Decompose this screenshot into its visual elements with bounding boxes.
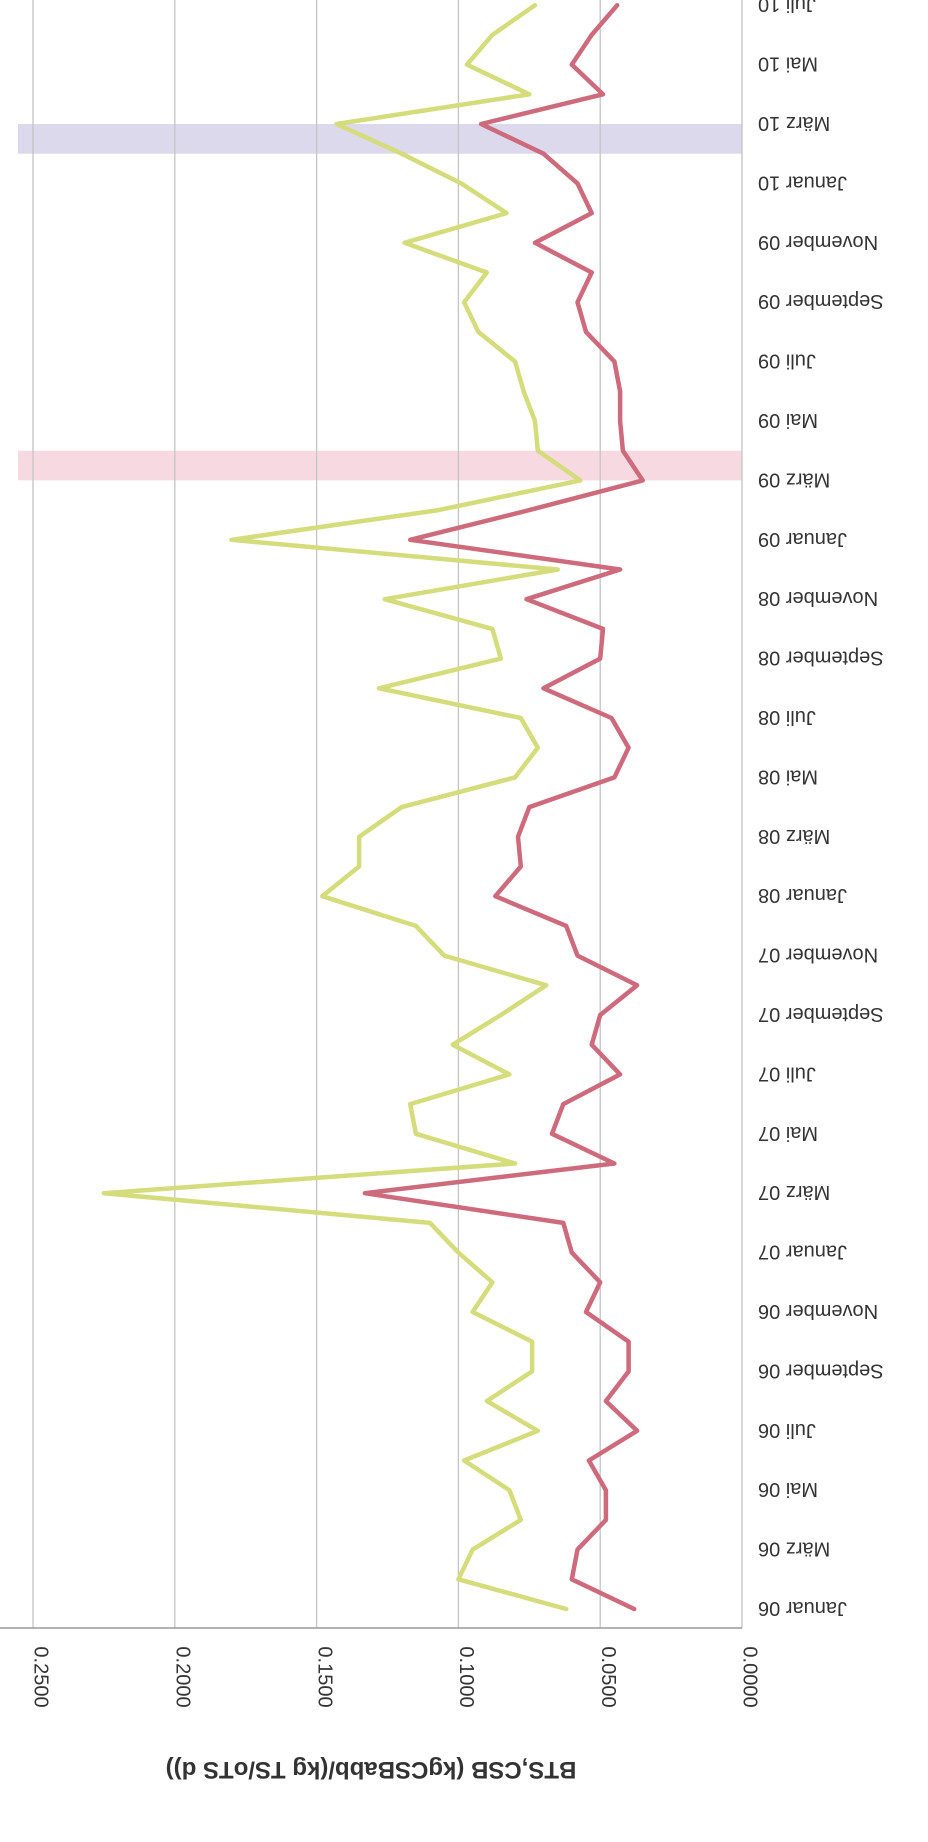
y-axis-label: BTS,CSB (kgCSBabb/(kg TS/oTS d)): [166, 1756, 577, 1783]
plot-area: 0.0000 0.0500 0.1000 0.1500 0.2000 0.2500 Jan…: [0, 0, 884, 1783]
x-tick-label-märz-06: März 06: [758, 1538, 830, 1560]
x-tick-label-januar-09: Januar 09: [758, 528, 847, 550]
y-tick-labels: 0.0000 0.0500 0.1000 0.1500 0.2000 0.2500: [30, 1646, 761, 1707]
x-tick-label-november-09: November 09: [758, 231, 878, 253]
x-tick-label-märz-08: März 08: [758, 825, 830, 847]
x-tick-label-september-08: September 08: [758, 647, 884, 669]
y-tick-label-1: 0.0500: [597, 1646, 619, 1707]
x-tick-label-märz-10: März 10: [758, 112, 830, 134]
x-tick-label-juli-06: Juli 06: [758, 1419, 816, 1441]
x-tick-label-september-07: September 07: [758, 1003, 884, 1025]
y-tick-label-3: 0.1500: [313, 1646, 335, 1707]
x-tick-label-märz-07: März 07: [758, 1181, 830, 1203]
y-tick-label-4: 0.2000: [172, 1646, 194, 1707]
gridlines: [32, 0, 743, 1628]
x-tick-label-januar-07: Januar 07: [758, 1241, 847, 1263]
x-tick-label-mai-08: Mai 08: [758, 765, 818, 787]
series-lines: [101, 2, 645, 1612]
x-tick-label-september-09: September 09: [758, 290, 884, 312]
x-tick-label-juli-10: Juli 10: [758, 0, 816, 15]
series-line-1: [101, 2, 583, 1612]
y-tick-label-2: 0.1000: [455, 1646, 477, 1707]
x-tick-label-mai-09: Mai 09: [758, 409, 818, 431]
series-line-2: [362, 2, 645, 1612]
highlight-bands: [18, 124, 742, 481]
x-tick-label-mai-10: Mai 10: [758, 53, 818, 75]
x-tick-label-november-08: November 08: [758, 587, 878, 609]
y-tick-label-5: 0.2500: [30, 1646, 52, 1707]
x-tick-label-juli-07: Juli 07: [758, 1062, 816, 1084]
x-tick-label-november-07: November 07: [758, 944, 878, 966]
x-tick-label-september-06: September 06: [758, 1359, 884, 1381]
x-tick-label-november-06: November 06: [758, 1300, 878, 1322]
x-tick-label-juli-09: Juli 09: [758, 350, 816, 372]
x-tick-label-juli-08: Juli 08: [758, 706, 816, 728]
x-tick-label-mai-07: Mai 07: [758, 1122, 818, 1144]
x-tick-label-januar-08: Januar 08: [758, 884, 847, 906]
x-tick-label-mai-06: Mai 06: [758, 1478, 818, 1500]
y-tick-label-0: 0.0000: [739, 1646, 761, 1707]
x-tick-label-januar-06: Januar 06: [758, 1597, 847, 1619]
highlight-band-0: [18, 450, 742, 481]
x-tick-labels: Januar 06 März 06 Mai 06 Juli 06 September 0…: [758, 0, 884, 1619]
x-tick-label-januar-10: Januar 10: [758, 171, 847, 193]
x-tick-label-märz-09: März 09: [758, 468, 830, 490]
highlight-band-1: [18, 124, 742, 154]
